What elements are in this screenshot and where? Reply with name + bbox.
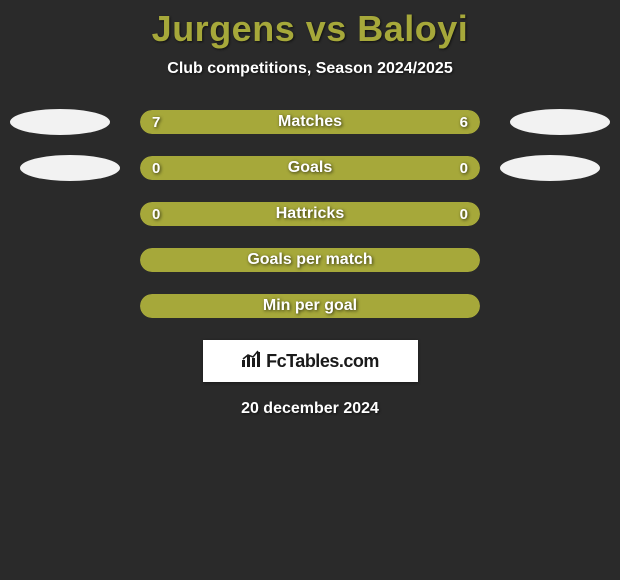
stat-label: Matches — [0, 113, 620, 131]
stat-label: Goals per match — [0, 251, 620, 269]
footer-date: 20 december 2024 — [241, 400, 379, 418]
stat-value-right: 0 — [460, 206, 468, 223]
stat-label: Hattricks — [0, 205, 620, 223]
stat-row: Goals per match — [0, 248, 620, 272]
stat-value-left: 0 — [152, 206, 160, 223]
stat-value-right: 0 — [460, 160, 468, 177]
logo-box[interactable]: FcTables.com — [203, 340, 418, 382]
stat-row: Matches7 6 — [0, 110, 620, 134]
stat-label: Min per goal — [0, 297, 620, 315]
logo-text: FcTables.com — [266, 351, 379, 372]
stat-value-right: 6 — [460, 114, 468, 131]
stat-row: Min per goal — [0, 294, 620, 318]
stat-row: Goals0 0 — [0, 156, 620, 180]
stat-value-left: 7 — [152, 114, 160, 131]
page-title: Jurgens vs Baloyi — [152, 8, 469, 50]
page-subtitle: Club competitions, Season 2024/2025 — [167, 60, 452, 78]
stat-label: Goals — [0, 159, 620, 177]
stats-area: Matches76Goals00Hattricks00Goals per mat… — [0, 110, 620, 318]
stat-value-left: 0 — [152, 160, 160, 177]
bar-chart-icon — [241, 350, 263, 373]
stat-row: Hattricks0 0 — [0, 202, 620, 226]
comparison-infographic: Jurgens vs Baloyi Club competitions, Sea… — [0, 0, 620, 418]
